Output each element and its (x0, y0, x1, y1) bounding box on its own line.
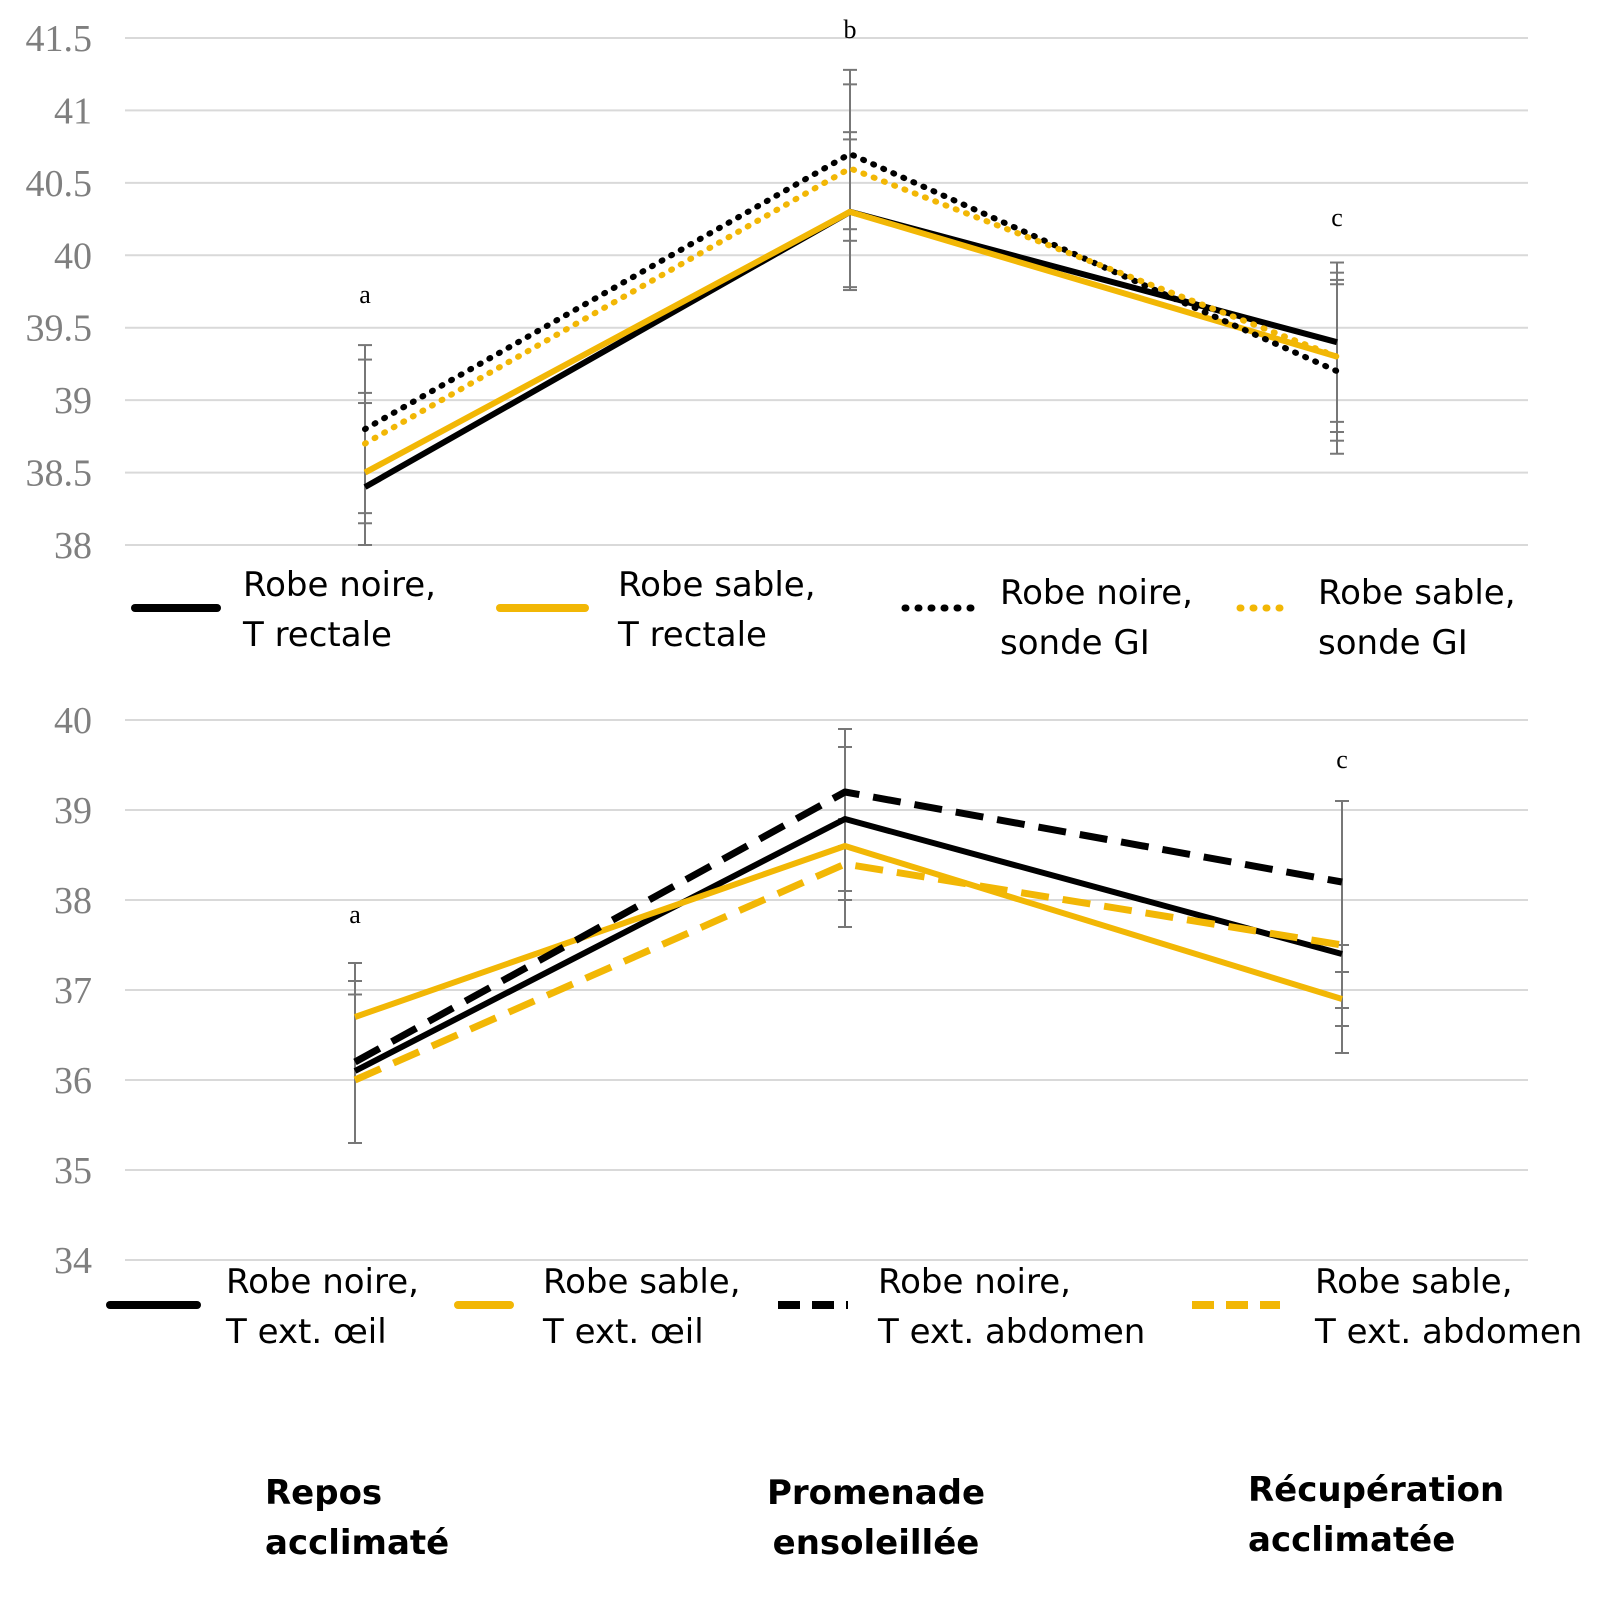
legend-label: Robe sable, (543, 1262, 741, 1302)
legend-label: T ext. œil (225, 1312, 387, 1352)
legend-bottom: Robe noire, T ext. œil Robe sable, T ext. œ… (106, 1262, 1582, 1352)
legend-label: Robe noire, (243, 565, 436, 605)
chart-top: 38 38.5 39 39.5 40 40.5 41 41.5 a b c (26, 15, 1528, 567)
y-tick-label: 41.5 (26, 18, 93, 60)
significance-letter: c (1331, 203, 1343, 232)
y-tick-label: 37 (54, 970, 92, 1012)
y-tick-label: 34 (54, 1240, 92, 1282)
y-tick-label: 38 (54, 525, 92, 567)
y-tick-label: 39 (54, 380, 92, 422)
x-category-label: Promenade (767, 1473, 985, 1513)
legend-label: T ext. œil (542, 1312, 704, 1352)
legend-label: T rectale (617, 615, 767, 655)
x-category-label: Récupération (1248, 1470, 1504, 1510)
x-category-labels: Repos acclimaté Promenade ensoleillée Récupé… (265, 1470, 1504, 1563)
series-line (353, 860, 1343, 1084)
y-tick-label: 38 (54, 880, 92, 922)
series-line (353, 816, 1343, 1074)
y-tick-label: 39.5 (26, 308, 93, 350)
y-tick-label: 40 (54, 235, 92, 277)
legend-label: sonde GI (1318, 623, 1468, 663)
significance-letter: c (1336, 745, 1348, 774)
legend-label: T ext. abdomen (877, 1312, 1145, 1352)
series-line (353, 788, 1343, 1066)
legend-top: Robe noire, T rectale Robe sable, T rectale… (131, 565, 1516, 663)
y-tick-label: 40.5 (26, 163, 93, 205)
legend-label: Robe noire, (878, 1262, 1071, 1302)
legend-label: T ext. abdomen (1314, 1312, 1582, 1352)
x-category-label: acclimatée (1248, 1520, 1455, 1560)
legend-label: Robe noire, (1000, 573, 1193, 613)
x-category-label: acclimaté (265, 1523, 449, 1563)
y-tick-label: 36 (54, 1060, 92, 1102)
legend-label: Robe sable, (1318, 573, 1516, 613)
series-line (362, 150, 1340, 433)
y-tick-label: 35 (54, 1150, 92, 1192)
y-tick-label: 39 (54, 790, 92, 832)
legend-label: sonde GI (1000, 623, 1150, 663)
series-line (362, 165, 1340, 447)
significance-letter: b (844, 15, 857, 44)
significance-letter: a (349, 900, 361, 929)
x-category-label: ensoleillée (773, 1523, 980, 1563)
series-line (363, 208, 1338, 476)
x-category-label: Repos (265, 1473, 382, 1513)
legend-label: Robe sable, (618, 565, 816, 605)
chart-bottom: 34 35 36 37 38 39 40 a c (54, 700, 1528, 1282)
legend-label: T rectale (242, 615, 392, 655)
y-tick-label: 38.5 (26, 453, 93, 495)
y-tick-label: 41 (54, 90, 92, 132)
legend-label: Robe noire, (226, 1262, 419, 1302)
series-line (354, 843, 1343, 1020)
significance-letter: a (359, 280, 371, 309)
legend-label: Robe sable, (1315, 1262, 1513, 1302)
y-tick-label: 40 (54, 700, 92, 742)
